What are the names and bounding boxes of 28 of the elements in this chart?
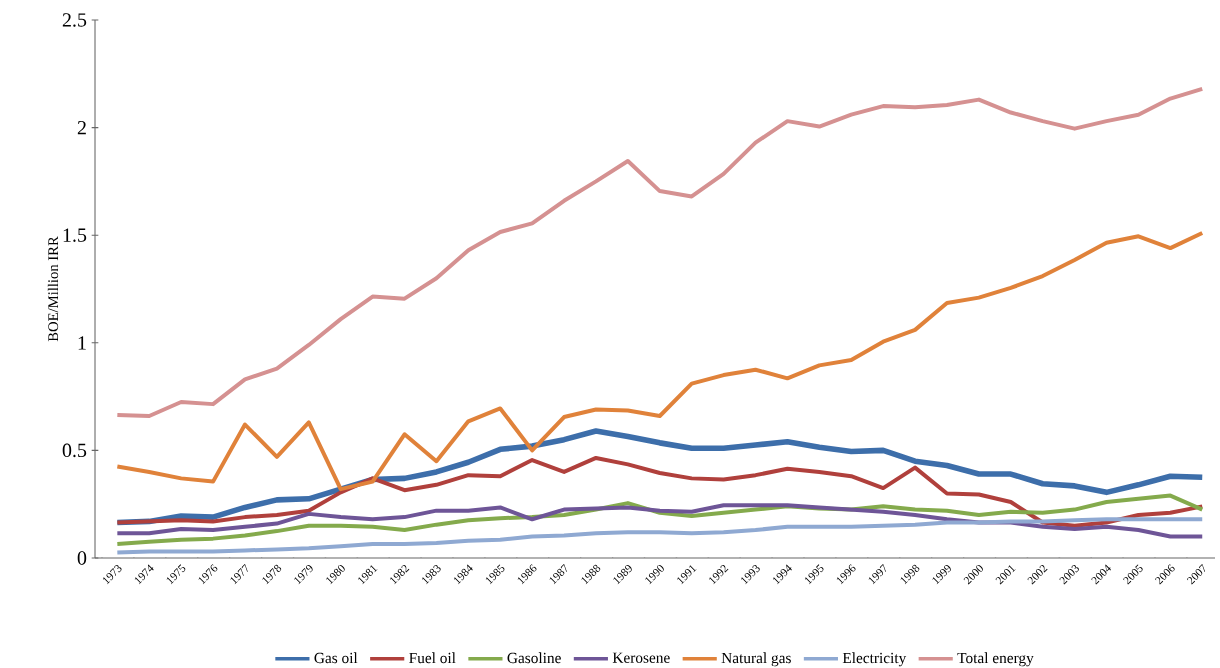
x-tick-label: 1982 [390, 564, 410, 585]
y-tick-label: 0.5 [62, 443, 87, 458]
y-tick-label: 0 [77, 551, 87, 565]
x-tick-label: 1979 [294, 564, 313, 585]
y-axis-title: BOE/Million IRR [47, 236, 59, 342]
x-tick-label: 1993 [741, 564, 760, 585]
y-tick-label: 2.5 [62, 13, 87, 27]
legend-label: Gasoline [507, 652, 561, 664]
legend-label: Kerosene [612, 652, 670, 663]
x-tick-label: 1999 [932, 564, 951, 585]
x-tick-label: 1989 [613, 564, 632, 585]
y-tick-label: 1.5 [63, 228, 87, 242]
legend-label: Gas oil [314, 652, 358, 664]
y-tick-label: 1 [78, 336, 86, 350]
legend-label: Electricity [842, 652, 907, 667]
legend-label: Fuel oil [409, 652, 456, 664]
x-tick-label: 1991 [677, 565, 697, 585]
x-tick-label: 1990 [645, 564, 664, 585]
legend-label: Natural gas [721, 652, 791, 667]
x-tick-label: 1981 [358, 565, 378, 585]
legend-label: Total energy [957, 652, 1034, 667]
line-series [115, 86, 1205, 418]
x-tick-label: 1992 [709, 564, 729, 585]
x-tick-label: 1980 [326, 564, 345, 585]
x-tick-label: 1973 [102, 564, 122, 585]
x-tick-label: 1983 [422, 564, 441, 585]
line-series [115, 231, 1205, 492]
y-tick-label: 2 [77, 120, 86, 135]
